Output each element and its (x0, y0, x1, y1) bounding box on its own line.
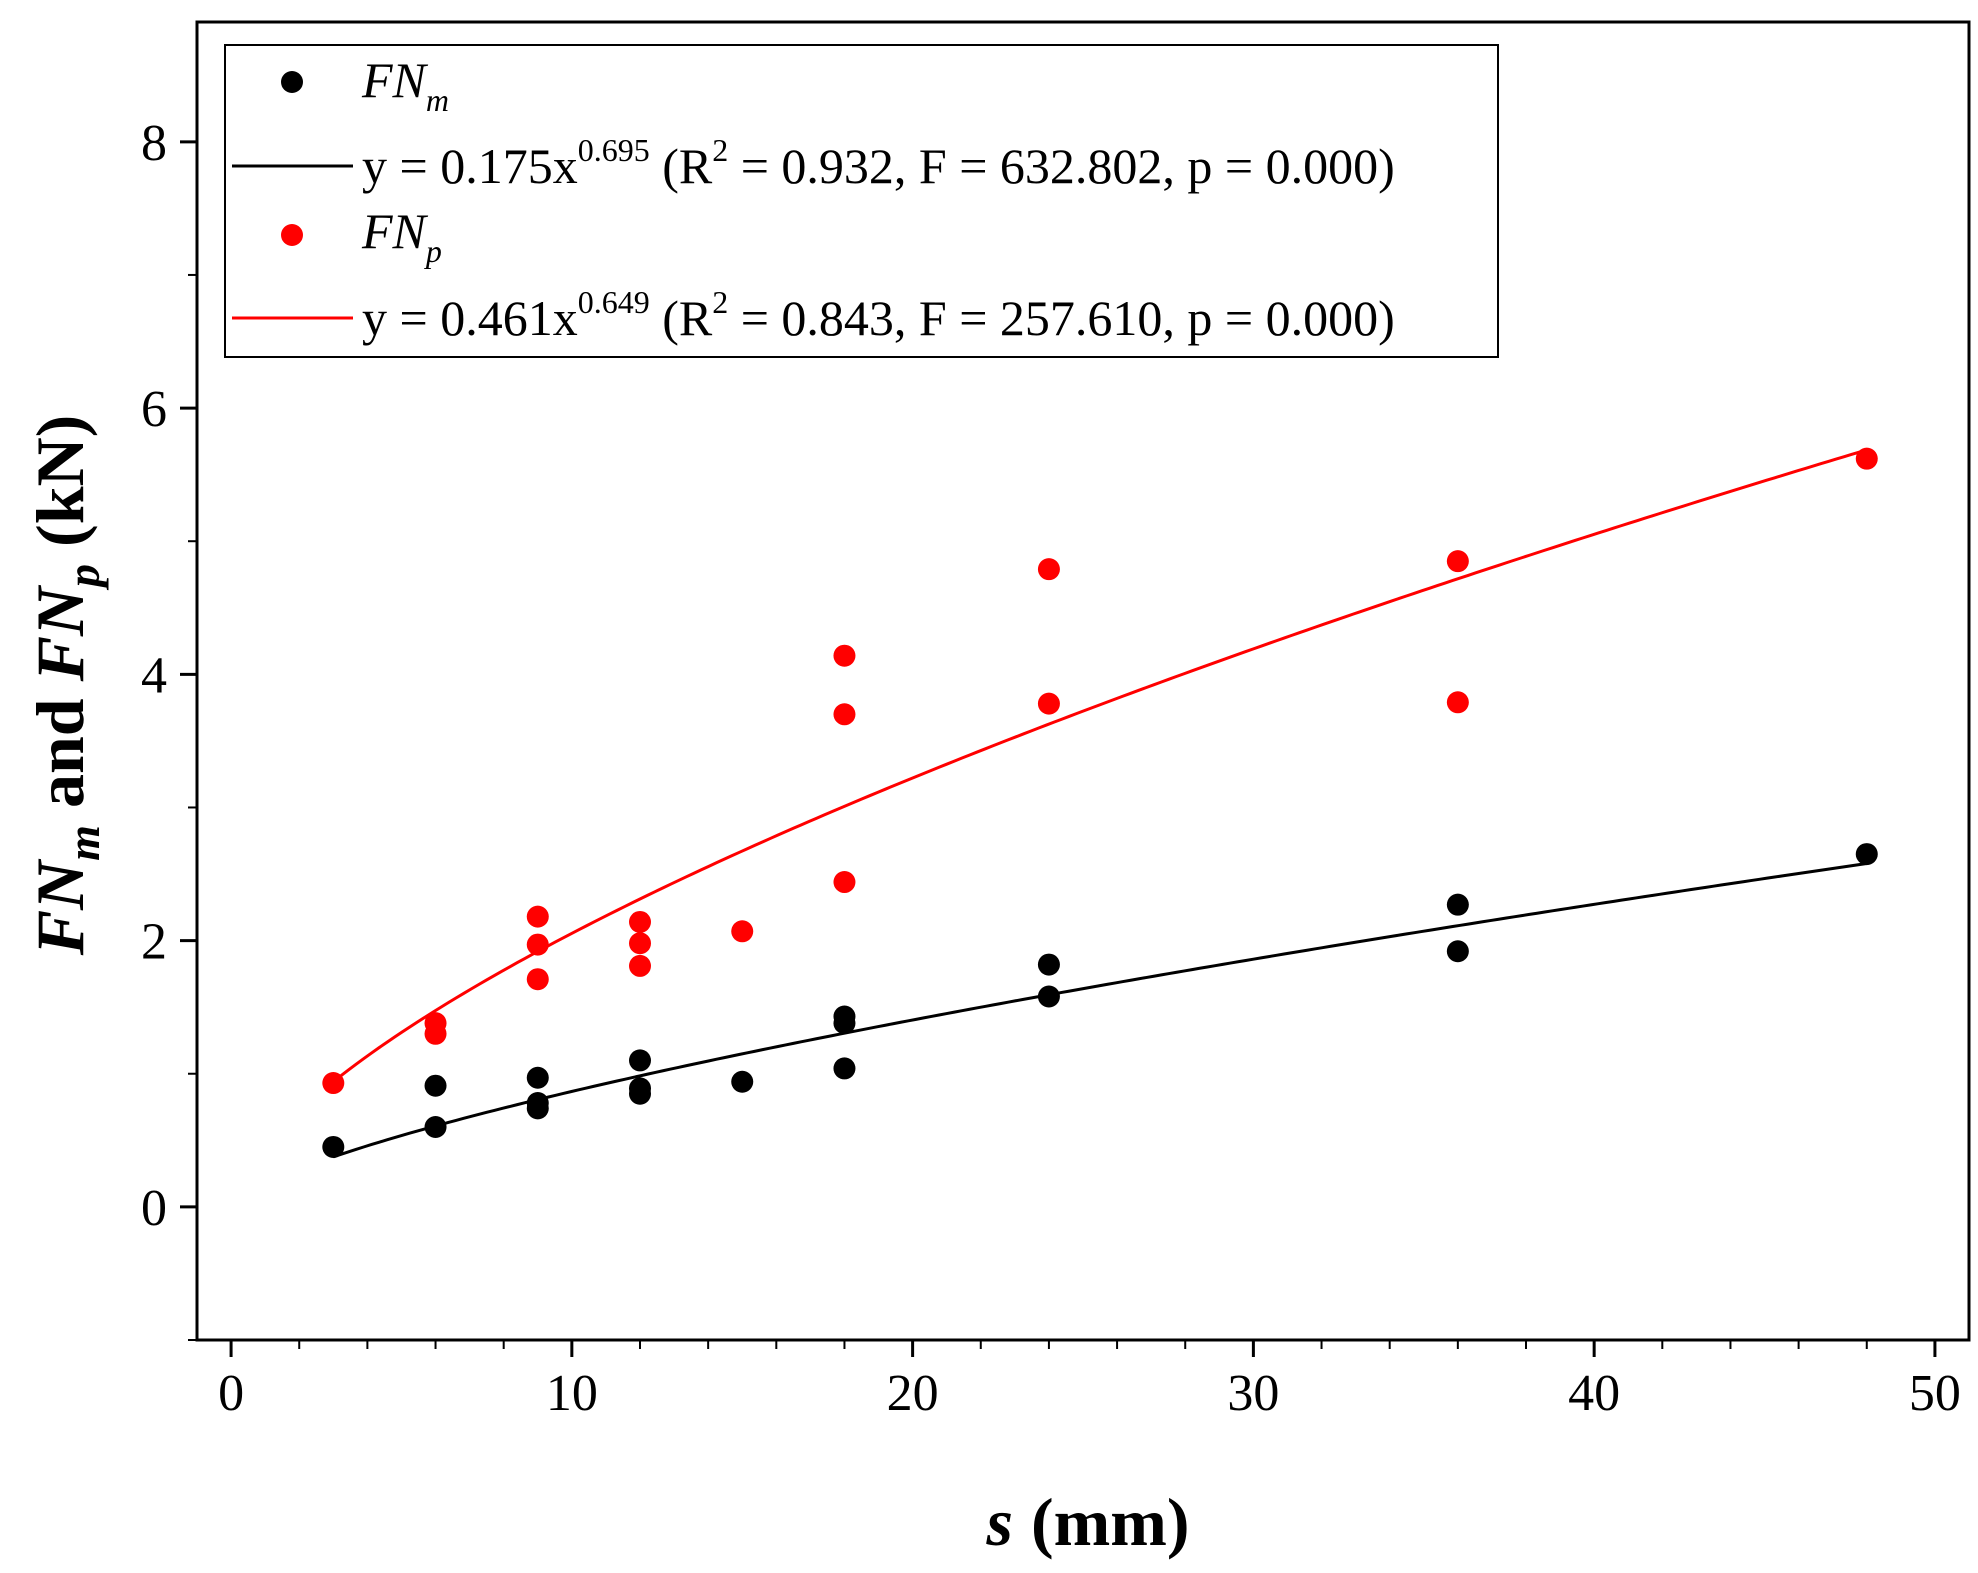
point-fn-p (1855, 447, 1878, 470)
point-fn-p (629, 932, 651, 955)
point-fn-p (1446, 691, 1469, 714)
plot-frame (195, 20, 1971, 1342)
x-axis-ticks: 0 10 20 30 40 50 (218, 1340, 1961, 1422)
point-fn-m (526, 1092, 549, 1115)
point-fn-p (731, 920, 754, 943)
x-axis-title: s (mm) (985, 1484, 1189, 1560)
y-axis-ticks: 0 2 4 6 8 (141, 115, 197, 1341)
point-fn-m (1446, 940, 1469, 963)
point-fn-m (629, 1077, 651, 1100)
x-tick-label: 40 (1568, 1365, 1620, 1422)
x-tick-label: 0 (218, 1365, 244, 1422)
y-tick-label: 2 (141, 914, 167, 971)
y-tick-label: 0 (141, 1180, 167, 1237)
point-fn-m (629, 1049, 651, 1072)
y-tick-label: 8 (141, 115, 167, 172)
fit-line-fn-p (332, 448, 1868, 1083)
point-fn-m (1037, 985, 1060, 1008)
legend-label-fn-p: FNp (361, 203, 442, 269)
point-fn-m (1446, 893, 1469, 916)
legend: FNm y = 0.175x0.695 (R2 = 0.932, F = 632… (224, 44, 1499, 358)
legend-label-fn-m: FNm (361, 52, 449, 118)
point-fn-m (1037, 953, 1060, 976)
point-fn-p (1037, 692, 1060, 715)
fit-lines (332, 448, 1868, 1159)
point-fn-p (1037, 558, 1060, 581)
point-fn-p (526, 905, 549, 928)
point-fn-p (629, 954, 651, 977)
point-fn-m (1855, 843, 1878, 866)
legend-label-fit-p: y = 0.461x0.649 (R2 = 0.843, F = 257.610… (362, 284, 1395, 346)
legend-marker-fn-p (281, 224, 303, 246)
legend-label-fit-m: y = 0.175x0.695 (R2 = 0.932, F = 632.802… (362, 132, 1395, 194)
fit-line-fn-m (332, 861, 1867, 1159)
point-fn-p (629, 910, 651, 933)
x-tick-label: 30 (1227, 1365, 1279, 1422)
point-fn-m (526, 1066, 549, 1089)
point-fn-p (833, 871, 856, 894)
point-fn-p (322, 1072, 345, 1095)
point-fn-m (833, 1057, 856, 1080)
point-fn-p (1446, 550, 1469, 573)
point-fn-p (833, 703, 856, 726)
legend-box (224, 44, 1499, 358)
data-points (322, 447, 1878, 1158)
point-fn-m (833, 1005, 856, 1028)
y-tick-label: 6 (141, 381, 167, 438)
y-axis-title: FNm and FNp (kN) (22, 415, 109, 957)
x-tick-label: 10 (546, 1365, 598, 1422)
y-tick-label: 4 (141, 647, 167, 704)
point-fn-m (731, 1070, 754, 1093)
x-tick-label: 20 (887, 1365, 939, 1422)
point-fn-p (833, 644, 856, 667)
point-fn-m (424, 1074, 447, 1097)
point-fn-m (424, 1115, 447, 1138)
point-fn-p (424, 1012, 447, 1035)
point-fn-m (322, 1135, 345, 1158)
x-tick-label: 50 (1909, 1365, 1961, 1422)
legend-marker-fn-m (281, 71, 303, 93)
point-fn-p (526, 933, 549, 956)
point-fn-p (526, 968, 549, 991)
